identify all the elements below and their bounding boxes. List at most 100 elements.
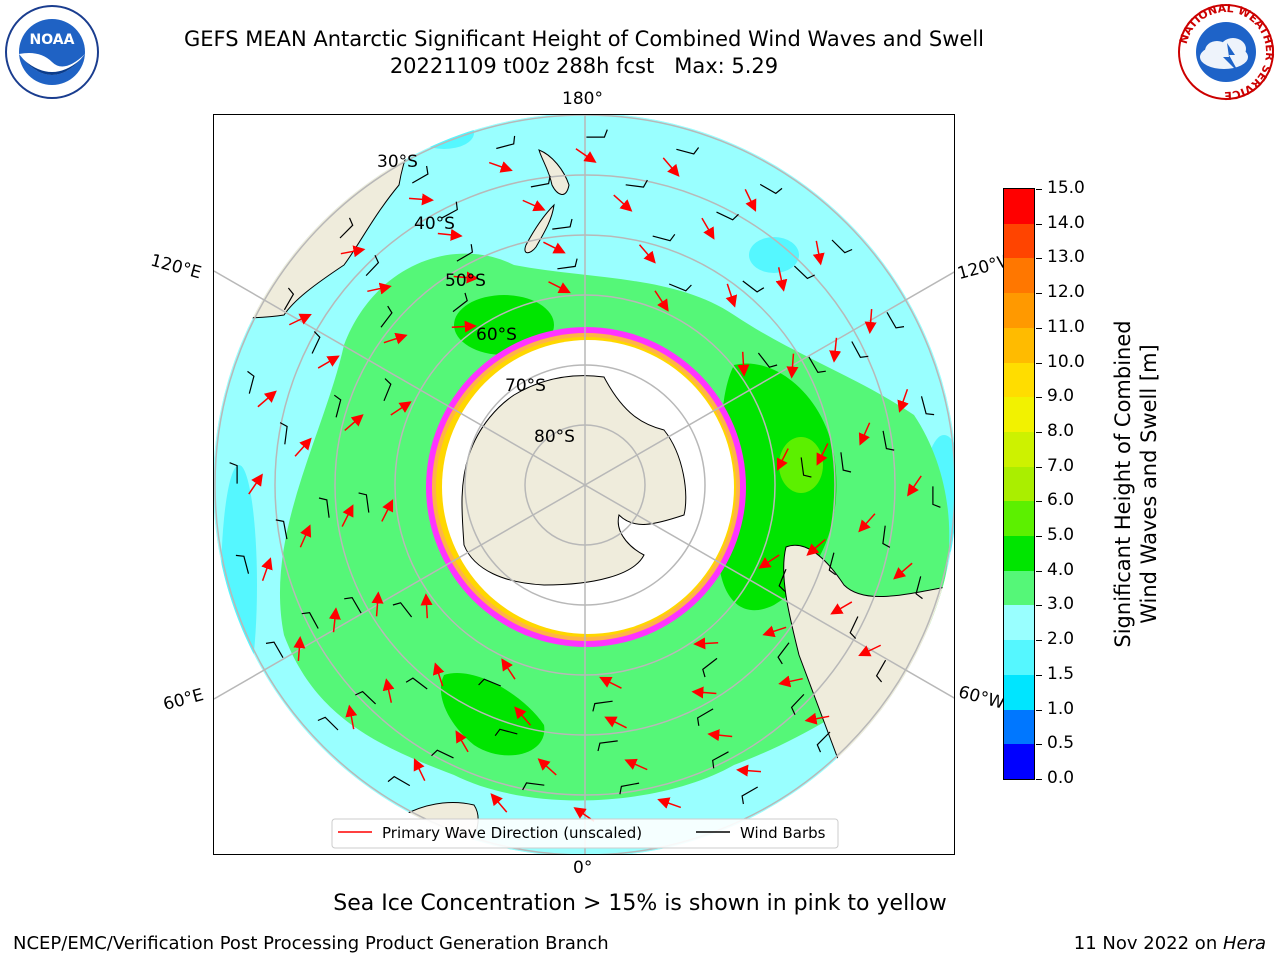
wave-arrow [762, 625, 787, 638]
colorbar-segment [1004, 709, 1034, 745]
colorbar-segment [1004, 431, 1034, 467]
chart-title: GEFS MEAN Antarctic Significant Height o… [183, 27, 985, 51]
wind-barb [712, 751, 729, 769]
lat-label-40s: 40°S [414, 214, 455, 234]
wave-arrow [624, 758, 648, 771]
wave-arrow [758, 554, 780, 569]
colorbar-segment [1004, 535, 1034, 571]
colorbar-tick-label: 13.0 [1047, 247, 1085, 268]
colorbar-tick-label: 0.0 [1047, 768, 1075, 788]
wind-barb [530, 175, 551, 188]
colorbar-segment [1004, 466, 1034, 502]
colorbar-segment [1004, 500, 1034, 537]
map-legend: Primary Wave Direction (unscaled) Wind B… [331, 818, 839, 849]
colorbar-tick [1036, 674, 1042, 676]
wave-arrow [420, 593, 433, 619]
colorbar-segment [1004, 570, 1034, 606]
colorbar-segment [1004, 604, 1034, 641]
wind-barb [716, 211, 739, 221]
wind-barb [552, 218, 573, 230]
run-date: 11 Nov 2022 on Hera [1074, 933, 1266, 954]
colorbar-title-line2: Wind Waves and Swell [m] [1137, 344, 1161, 624]
wind-barb [778, 568, 787, 592]
lon-label-180: 180° [562, 89, 603, 109]
colorbar-tick [1036, 362, 1042, 364]
wind-barb [619, 782, 640, 795]
colorbar-tick [1036, 431, 1042, 433]
wave-arrow [390, 401, 412, 416]
lon-label-120e: 120°E [148, 250, 204, 284]
wind-barb [387, 775, 411, 787]
wind-barb [696, 708, 714, 726]
wave-arrow [501, 658, 516, 680]
chart-subtitle: 20221109 t00z 288h fcst Max: 5.29 [389, 54, 779, 78]
wave-arrow [778, 675, 803, 688]
colorbar-tick [1036, 258, 1042, 260]
wave-arrow [288, 313, 312, 326]
wind-barb [412, 165, 429, 184]
wind-barb [790, 693, 805, 715]
colorbar-tick-label: 6.0 [1047, 490, 1075, 511]
wave-arrow [455, 730, 469, 753]
wave-arrow [381, 499, 394, 522]
wind-barb [757, 352, 778, 368]
wave-arrow [340, 245, 366, 258]
wave-arrow [451, 320, 477, 333]
wave-arrow [804, 712, 830, 725]
wave-arrow [907, 475, 922, 497]
wave-arrow [701, 217, 715, 240]
wind-barb [886, 312, 905, 329]
wind-barb [652, 233, 676, 242]
wind-barb [383, 378, 392, 402]
wave-arrow [328, 607, 341, 633]
colorbar-segment [1004, 257, 1034, 294]
wave-arrow [613, 194, 633, 212]
wind-barb [247, 370, 255, 394]
colorbar-segment [1004, 743, 1034, 779]
wind-barb [522, 782, 545, 791]
wind-barbs [229, 129, 941, 805]
colorbar [1003, 188, 1035, 780]
wave-arrow [383, 332, 408, 345]
wind-barb [265, 641, 284, 658]
colorbar-tick-label: 7.0 [1047, 455, 1075, 476]
machine-name: Hera [1222, 933, 1266, 954]
wind-barb [557, 258, 578, 270]
colorbar-tick [1036, 397, 1042, 399]
wave-arrow [490, 793, 508, 813]
wind-barb [597, 740, 618, 752]
wave-arrow [858, 422, 871, 446]
colorbar-tick [1036, 327, 1042, 329]
wind-barb [301, 612, 319, 629]
wave-arrow [575, 148, 597, 163]
wave-arrow [437, 228, 463, 241]
lat-label-60s: 60°S [476, 325, 517, 345]
colorbar-segment [1004, 188, 1034, 224]
wind-barb [452, 292, 468, 313]
wind-barb [668, 283, 692, 292]
wave-arrow [691, 686, 717, 699]
wind-barb [759, 183, 783, 195]
colorbar-tick-label: 11.0 [1047, 316, 1085, 337]
colorbar-tick [1036, 536, 1042, 538]
wind-barb [380, 305, 393, 328]
wave-arrow [341, 504, 354, 527]
wave-arrow [371, 591, 384, 617]
wind-barb [882, 525, 891, 548]
wind-barb [592, 700, 613, 712]
wind-barb [229, 462, 238, 484]
wind-barb [816, 731, 831, 753]
lat-label-50s: 50°S [445, 271, 486, 291]
lon-label-60w: 60°W [956, 682, 1007, 714]
wave-arrow [453, 271, 479, 284]
wind-barb [920, 396, 935, 416]
colorbar-tick [1036, 779, 1042, 780]
wave-arrow [858, 644, 882, 657]
wind-barb [808, 356, 826, 374]
colorbar-tick-label: 14.0 [1047, 212, 1085, 233]
wind-barb [793, 265, 815, 280]
legend-wave-label: Primary Wave Direction (unscaled) [382, 824, 642, 842]
wave-arrows [248, 148, 922, 822]
wave-arrow [522, 199, 546, 212]
lon-label-0: 0° [573, 858, 593, 878]
